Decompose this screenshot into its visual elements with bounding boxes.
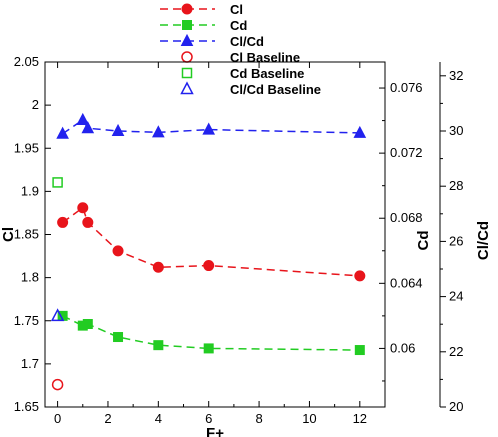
cl-cd-tick-label: 20 [449,399,463,414]
cd-point [113,332,124,343]
cl-cd-tick-label: 28 [449,178,463,193]
cl-point [203,260,215,272]
legend-cl-marker [181,3,193,15]
cl-cd-point [152,125,165,138]
cl-tick-label: 1.85 [14,227,39,242]
legend-cd-baseline-label: Cd Baseline [230,66,304,81]
cl-cd-point [353,125,367,138]
cl-point [152,261,164,273]
plot-marks [50,112,367,391]
ticks: 0 2 4 6 8 10 121.651.71.751.81.851.91.9522.050… [14,54,464,426]
legend-cd-marker [182,20,192,30]
cl-cd-point [81,121,95,134]
x-axis-title: F+ [206,425,224,437]
cl-point [57,216,69,228]
legend-cl-cd-label: Cl/Cd [230,34,264,49]
cd-tick-label: 0.064 [390,275,423,290]
cl-tick-label: 2.05 [14,54,39,69]
x-tick-label: 6 [205,411,212,426]
cl-tick-label: 1.65 [14,399,39,414]
cl-point [354,270,366,282]
legend-cl-baseline-marker [181,51,193,63]
legend-cd-label: Cd [230,18,247,33]
cd-point [203,343,214,354]
cl-point [77,202,89,214]
axes [44,61,441,408]
cl-cd-baseline-point [50,308,65,322]
cl-point [112,245,124,257]
cl-cd-tick-label: 22 [449,344,463,359]
cd-tick-label: 0.06 [390,340,415,355]
x-tick-label: 2 [104,411,111,426]
cl-cd-point [202,122,216,135]
cl-cd-tick-label: 30 [449,123,463,138]
legend-cl-cd-baseline-marker [180,81,194,95]
cl-cd-point [56,126,69,139]
cd-tick-label: 0.072 [390,145,423,160]
cl-tick-label: 1.9 [21,183,39,198]
x-tick-label: 8 [255,411,262,426]
cl-cd-axis-title: Cl/Cd [475,221,492,260]
cl-cd-point [76,112,90,125]
cd-point [153,340,164,351]
x-tick-label: 0 [54,411,61,426]
cl-baseline-point [51,378,64,391]
cl-tick-label: 1.8 [21,270,39,285]
legend-cl-baseline-label: Cl Baseline [230,50,300,65]
legend-cd-baseline-marker [181,67,193,79]
x-tick-label: 10 [302,411,316,426]
cd-point [354,345,365,356]
cd-tick-label: 0.076 [390,80,423,95]
cd-tick-label: 0.068 [390,210,423,225]
x-tick-label: 12 [353,411,367,426]
cl-tick-label: 1.75 [14,313,39,328]
legend-cl-label: Cl [230,2,243,17]
cd-axis-title: Cd [415,231,432,251]
cl-cd-point [111,123,125,136]
cd-baseline-point [52,177,63,188]
cl-cd-tick-label: 32 [449,68,463,83]
x-tick-label: 4 [155,411,162,426]
cl-cd-tick-label: 24 [449,289,463,304]
cd-point [82,319,93,330]
legend-cl-cd-baseline-label: Cl/Cd Baseline [230,82,321,97]
cl-tick-label: 1.95 [14,140,39,155]
cl-point [82,216,94,228]
cl-axis-title: Cl [0,227,17,242]
cl-cd-tick-label: 26 [449,233,463,248]
cl-tick-label: 1.7 [21,356,39,371]
plot-frame [44,61,386,408]
legend-cl-cd-marker [180,33,194,46]
cl-tick-label: 2 [32,97,39,112]
